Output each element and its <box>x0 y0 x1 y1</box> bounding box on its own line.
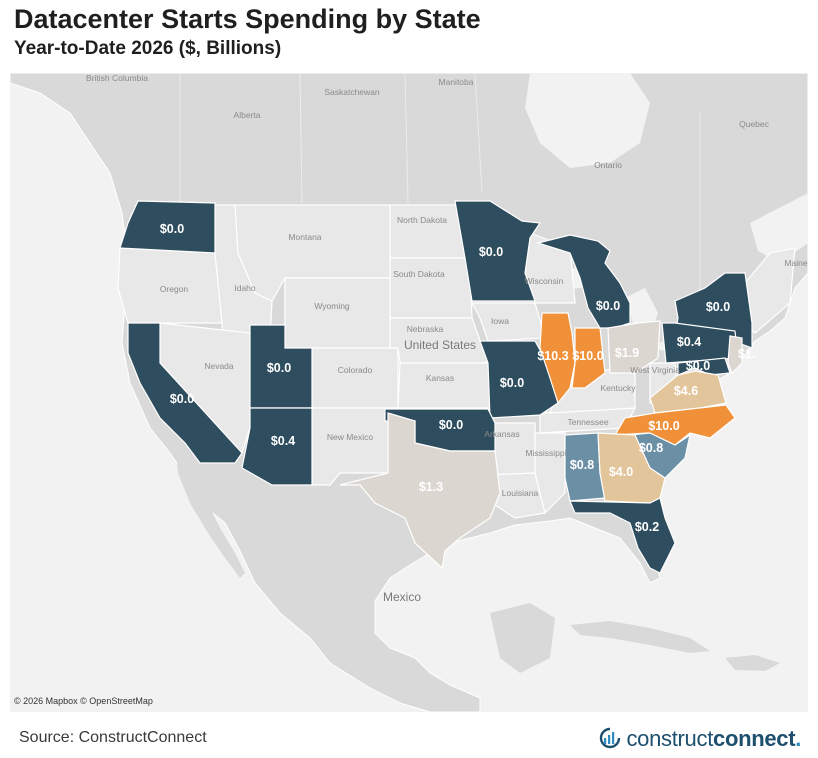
label-quebec: Quebec <box>739 119 770 129</box>
state-illinois[interactable] <box>539 312 576 405</box>
value-washington: $0.0 <box>160 222 184 236</box>
label-mississippi: Mississippi <box>525 448 566 458</box>
state-arizona[interactable] <box>241 407 313 486</box>
map-canvas[interactable]: British Columbia Alberta Saskatchewan Ma… <box>10 73 808 712</box>
hudson-bay <box>525 73 650 168</box>
state-new-jersey[interactable] <box>727 335 743 375</box>
landmass-yucatan <box>490 603 555 673</box>
value-utah: $0.0 <box>267 361 291 375</box>
landmass-cuba <box>570 621 710 653</box>
gulf-of-st-lawrence <box>750 193 808 263</box>
value-new-jersey: $1. <box>738 347 755 361</box>
label-ontario: Ontario <box>594 160 622 170</box>
value-minnesota: $0.0 <box>479 245 503 259</box>
label-alberta: Alberta <box>234 110 261 120</box>
value-south-carolina: $0.8 <box>639 441 663 455</box>
value-illinois: $10.3 <box>537 349 568 363</box>
state-washington[interactable] <box>119 200 216 254</box>
value-missouri: $0.0 <box>500 376 524 390</box>
canada-borders <box>179 73 701 303</box>
value-texas: $1.3 <box>419 480 443 494</box>
logo-suffix: connect <box>713 726 796 751</box>
state-wyoming <box>284 277 391 349</box>
label-saskatchewan: Saskatchewan <box>324 87 380 97</box>
state-missouri[interactable] <box>479 340 559 419</box>
value-virginia: $4.6 <box>674 384 698 398</box>
value-oklahoma: $0.0 <box>439 418 463 432</box>
label-kansas: Kansas <box>426 373 454 383</box>
state-south-dakota <box>389 257 473 319</box>
no-data-states <box>117 204 796 519</box>
logo-wordmark: constructconnect. <box>626 726 801 751</box>
state-florida[interactable] <box>569 497 676 574</box>
value-arizona: $0.4 <box>271 434 295 448</box>
value-new-york: $0.0 <box>706 300 730 314</box>
label-mexico: Mexico <box>383 590 421 604</box>
label-arkansas: Arkansas <box>484 429 519 439</box>
value-maryland: $0.0 <box>686 359 710 373</box>
value-north-carolina: $10.0 <box>648 419 679 433</box>
geo-labels: British Columbia Alberta Saskatchewan Ma… <box>86 73 808 604</box>
label-maine: Maine <box>784 258 807 268</box>
label-north-dakota: North Dakota <box>397 215 447 225</box>
state-mississippi <box>534 432 566 515</box>
state-minnesota[interactable] <box>454 200 542 302</box>
value-california: $0.0 <box>170 392 194 406</box>
label-wisconsin: Wisconsin <box>525 276 564 286</box>
map-attribution[interactable]: © 2026 Mapbox © OpenStreetMap <box>14 696 153 706</box>
state-indiana[interactable] <box>571 327 606 389</box>
label-oregon: Oregon <box>160 284 189 294</box>
chart-title: Datacenter Starts Spending by State <box>14 4 481 34</box>
state-north-carolina[interactable] <box>613 404 736 446</box>
label-kentucky: Kentucky <box>601 383 637 393</box>
label-nebraska: Nebraska <box>407 324 444 334</box>
label-united-states: United States <box>404 338 476 352</box>
chart-subtitle: Year-to-Date 2026 ($, Billions) <box>14 38 282 59</box>
logo-prefix: construct <box>626 726 714 751</box>
constructconnect-logo: constructconnect. <box>598 726 801 752</box>
state-ohio[interactable] <box>607 320 661 374</box>
label-idaho: Idaho <box>234 283 256 293</box>
data-states <box>119 200 753 574</box>
state-michigan[interactable] <box>535 234 631 329</box>
state-kansas <box>397 362 496 409</box>
label-west-virginia: West Virginia <box>630 365 680 375</box>
label-iowa: Iowa <box>491 316 509 326</box>
value-pennsylvania: $0.4 <box>677 335 701 349</box>
label-nevada: Nevada <box>204 361 234 371</box>
label-louisiana: Louisiana <box>502 488 539 498</box>
state-texas[interactable] <box>339 412 501 570</box>
state-colorado <box>311 347 399 409</box>
label-wyoming: Wyoming <box>314 301 350 311</box>
value-indiana: $10.0 <box>572 349 603 363</box>
label-manitoba: Manitoba <box>439 77 474 87</box>
value-michigan: $0.0 <box>596 299 620 313</box>
label-south-dakota: South Dakota <box>393 269 445 279</box>
state-iowa <box>471 302 546 342</box>
label-montana: Montana <box>288 232 321 242</box>
logo-mark-icon <box>599 727 621 749</box>
label-new-mexico: New Mexico <box>327 432 374 442</box>
source-note: Source: ConstructConnect <box>19 729 207 746</box>
logo-dot: . <box>795 726 802 751</box>
state-california[interactable] <box>127 322 243 464</box>
choropleth-map[interactable]: British Columbia Alberta Saskatchewan Ma… <box>10 73 808 712</box>
landmass-baja <box>175 443 245 578</box>
value-ohio: $1.9 <box>615 346 639 360</box>
value-labels: $0.0 $0.0 $0.0 $0.4 $0.0 $0.0 $0.0 $0.0 … <box>160 222 756 534</box>
label-british-columbia: British Columbia <box>86 73 148 83</box>
value-georgia: $4.0 <box>609 465 633 479</box>
label-colorado: Colorado <box>338 365 373 375</box>
value-florida: $0.2 <box>635 520 659 534</box>
landmass-hispaniola <box>725 655 780 671</box>
label-tennessee: Tennessee <box>567 417 608 427</box>
value-alabama: $0.8 <box>570 458 594 472</box>
